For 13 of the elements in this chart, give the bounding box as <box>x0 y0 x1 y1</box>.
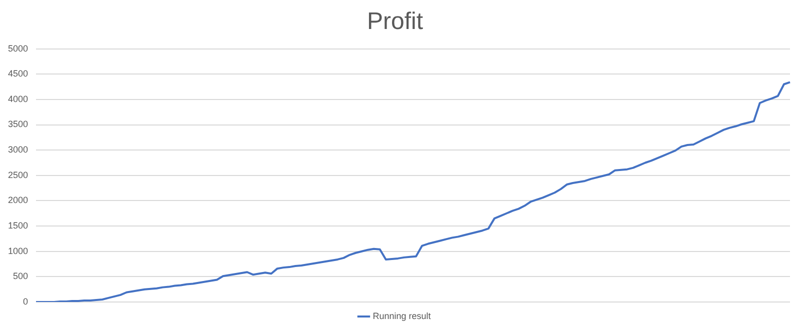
y-tick-label: 2000 <box>8 195 28 206</box>
y-tick-label: 1500 <box>8 220 28 231</box>
y-tick-label: 5000 <box>8 43 28 54</box>
y-tick-label: 4500 <box>8 68 28 79</box>
y-tick-label: 3000 <box>8 144 28 155</box>
y-tick-label: 500 <box>12 271 28 282</box>
y-tick-label: 3500 <box>8 119 28 130</box>
chart-title: Profit <box>366 8 424 36</box>
y-tick-label: 1000 <box>8 246 28 256</box>
y-tick-label: 0 <box>23 296 28 306</box>
y-tick-label: 4000 <box>8 94 28 104</box>
legend-label: Running result <box>372 310 432 321</box>
y-tick-label: 2500 <box>8 170 28 180</box>
